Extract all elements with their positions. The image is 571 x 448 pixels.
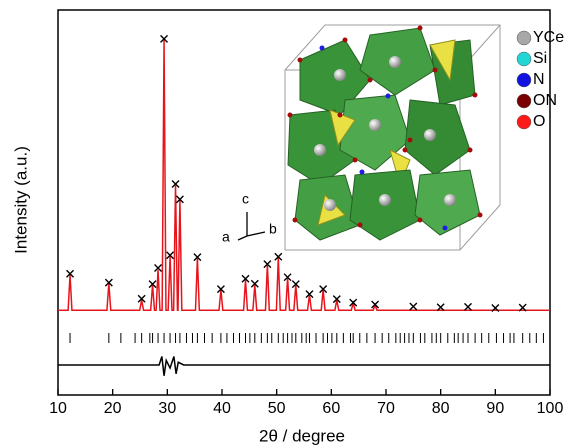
x-axis-label: 2θ / degree [259,426,345,445]
series-line [58,357,550,376]
legend-swatch [517,115,531,129]
axes-triad [238,212,265,240]
x-tick-label: 90 [486,400,504,417]
legend-label: O [533,113,545,130]
x-tick-label: 20 [104,400,122,417]
axis-a-label: a [222,229,230,245]
x-tick-label: 10 [49,400,67,417]
x-tick-label: 50 [268,400,286,417]
axis-c-label: c [242,191,249,207]
x-tick-label: 30 [158,400,176,417]
x-tick-label: 80 [432,400,450,417]
x-tick-label: 100 [537,400,564,417]
observed-point [465,303,472,310]
x-tick-label: 70 [377,400,395,417]
x-tick-label: 60 [322,400,340,417]
legend-swatch [517,73,531,87]
legend-swatch [517,94,531,108]
legend-swatch [517,52,531,66]
structure-inset [285,25,500,250]
legend-swatch [517,31,531,45]
axis-b-label: b [269,221,277,237]
observed-point [410,303,417,310]
y-axis-label: Intensity (a.u.) [11,146,30,254]
legend-label: YCe [533,29,564,46]
legend-label: ON [533,92,557,109]
legend-label: Si [533,50,547,67]
legend-label: N [533,71,545,88]
chart: c a b 2θ / degree Intensity (a.u.) 10 20 3… [0,0,571,448]
x-tick-label: 40 [213,400,231,417]
